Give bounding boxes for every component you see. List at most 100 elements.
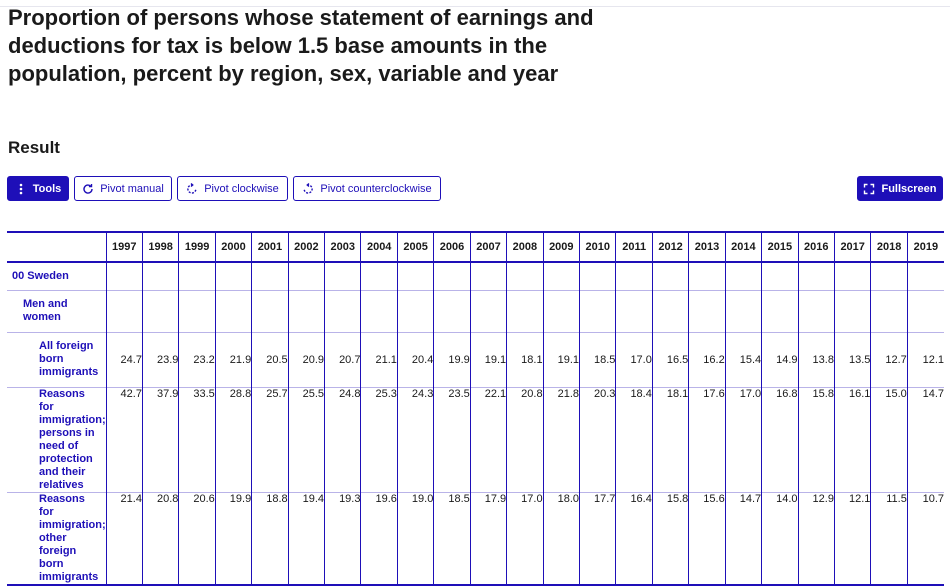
year-header: 1998 [141, 231, 179, 263]
table-corner-cell [7, 231, 107, 263]
year-header: 2009 [542, 231, 580, 263]
empty-cell [251, 261, 289, 290]
empty-cell [688, 261, 726, 290]
empty-cell [433, 261, 471, 290]
pivot-manual-button[interactable]: Pivot manual [74, 176, 172, 201]
year-header: 2016 [797, 231, 835, 263]
top-divider [0, 6, 950, 7]
kebab-menu-icon [19, 183, 23, 194]
empty-cell [724, 289, 762, 332]
fullscreen-button[interactable]: Fullscreen [857, 176, 943, 201]
empty-cell [141, 261, 179, 290]
table-row: Reasons for immigration; persons in need… [7, 386, 944, 492]
table-header-row: 1997 1998 1999 2000 2001 2002 2003 2004 2005 2006… [7, 231, 944, 263]
page-title: Proportion of persons whose statement of… [8, 5, 594, 86]
empty-cell [906, 289, 944, 332]
empty-cell [761, 261, 799, 290]
value-cell: 19.0 [396, 491, 434, 586]
year-header: 2013 [688, 231, 726, 263]
empty-cell [251, 289, 289, 332]
value-cell: 21.8 [542, 386, 580, 492]
value-cell: 19.1 [542, 331, 580, 387]
value-cell: 24.7 [105, 331, 143, 387]
year-header: 2002 [287, 231, 325, 263]
value-cell: 21.9 [214, 331, 252, 387]
value-cell: 16.1 [833, 386, 871, 492]
year-header: 2004 [360, 231, 398, 263]
value-cell: 19.6 [360, 491, 398, 586]
value-cell: 14.0 [761, 491, 799, 586]
value-cell: 20.6 [178, 491, 216, 586]
empty-cell [178, 261, 216, 290]
year-header: 2008 [506, 231, 544, 263]
tools-label: Tools [32, 182, 62, 195]
year-header: 2011 [615, 231, 653, 263]
empty-cell [506, 261, 544, 290]
pivot-clockwise-button[interactable]: Pivot clockwise [177, 176, 288, 201]
refresh-icon [83, 183, 93, 194]
empty-cell [433, 289, 471, 332]
value-cell: 13.8 [797, 331, 835, 387]
empty-cell [214, 261, 252, 290]
empty-cell [870, 261, 908, 290]
value-cell: 12.1 [906, 331, 944, 387]
year-header: 2015 [761, 231, 799, 263]
empty-cell [579, 289, 616, 332]
table-row: All foreign born immigrants 24.7 23.9 23.2 2… [7, 331, 944, 387]
value-cell: 19.4 [287, 491, 325, 586]
pivot-manual-label: Pivot manual [100, 182, 164, 195]
value-cell: 37.9 [141, 386, 179, 492]
value-cell: 15.8 [797, 386, 835, 492]
empty-cell [324, 261, 361, 290]
rotate-counterclockwise-icon [303, 182, 314, 194]
year-header: 2018 [870, 231, 908, 263]
empty-cell [615, 261, 653, 290]
value-cell: 12.9 [797, 491, 835, 586]
value-cell: 12.7 [870, 331, 908, 387]
value-cell: 20.3 [579, 386, 616, 492]
value-cell: 16.8 [761, 386, 799, 492]
year-header: 2006 [433, 231, 471, 263]
empty-cell [506, 289, 544, 332]
year-header: 2014 [724, 231, 762, 263]
value-cell: 24.3 [396, 386, 434, 492]
pivot-clockwise-label: Pivot clockwise [204, 182, 279, 195]
empty-cell [797, 261, 835, 290]
value-cell: 17.0 [506, 491, 544, 586]
value-cell: 17.6 [688, 386, 726, 492]
value-cell: 17.0 [615, 331, 653, 387]
year-header: 2017 [833, 231, 871, 263]
value-cell: 18.5 [433, 491, 471, 586]
value-cell: 18.1 [506, 331, 544, 387]
value-cell: 20.5 [251, 331, 289, 387]
empty-cell [761, 289, 799, 332]
value-cell: 17.0 [724, 386, 762, 492]
value-cell: 23.2 [178, 331, 216, 387]
empty-cell [469, 261, 507, 290]
empty-cell [141, 289, 179, 332]
year-header: 1999 [178, 231, 216, 263]
year-header: 2019 [906, 231, 944, 263]
empty-cell [579, 261, 616, 290]
value-cell: 19.9 [214, 491, 252, 586]
toolbar: Tools Pivot manual Pivot clockwise Pivot… [0, 176, 950, 201]
fullscreen-icon [864, 183, 875, 194]
value-cell: 23.5 [433, 386, 471, 492]
empty-cell [360, 289, 398, 332]
empty-cell [214, 289, 252, 332]
tools-button[interactable]: Tools [7, 176, 69, 201]
empty-cell [324, 289, 361, 332]
empty-cell [542, 261, 580, 290]
value-cell: 28.8 [214, 386, 252, 492]
empty-cell [178, 289, 216, 332]
year-header: 1997 [105, 231, 143, 263]
value-cell: 15.8 [651, 491, 689, 586]
value-cell: 15.4 [724, 331, 762, 387]
value-cell: 16.2 [688, 331, 726, 387]
value-cell: 17.9 [469, 491, 507, 586]
year-header: 2001 [251, 231, 289, 263]
result-heading: Result [8, 138, 60, 157]
region-row: 00 Sweden [7, 261, 944, 290]
pivot-counterclockwise-button[interactable]: Pivot counterclockwise [293, 176, 441, 201]
value-cell: 19.1 [469, 331, 507, 387]
